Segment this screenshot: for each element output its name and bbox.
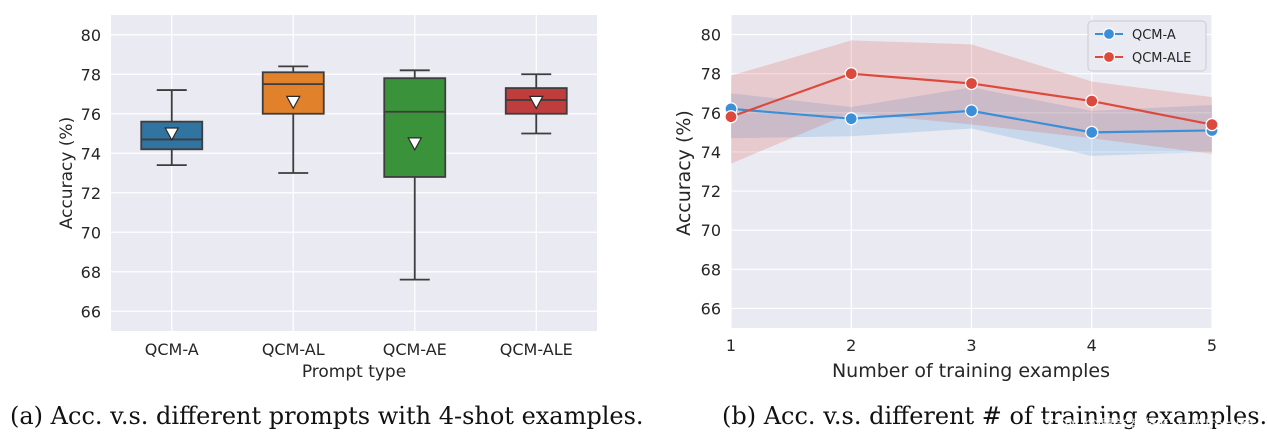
x-ticks-a: QCM-A QCM-AL QCM-AE QCM-ALE bbox=[145, 340, 573, 359]
x-tick-label: QCM-A bbox=[145, 340, 199, 359]
x-tick-label: 4 bbox=[1087, 336, 1097, 355]
legend-label-qcm-ale: QCM-ALE bbox=[1132, 51, 1191, 66]
mean-marker bbox=[528, 95, 544, 110]
x-tick-label: 5 bbox=[1207, 336, 1217, 355]
y-ticks-b: 66 68 70 72 74 76 78 80 bbox=[701, 26, 721, 319]
x-tick-label: 1 bbox=[726, 336, 736, 355]
caption-b: (b) Acc. v.s. different # of training ex… bbox=[722, 402, 1267, 430]
point-qcm-ale bbox=[844, 67, 858, 81]
point-qcm-a bbox=[1085, 125, 1099, 140]
series-lines-b bbox=[724, 67, 1219, 140]
legend-b: QCM-A QCM-ALE bbox=[1087, 20, 1207, 72]
mean-marker bbox=[407, 137, 423, 152]
y-tick-label: 76 bbox=[701, 104, 721, 123]
y-tick-label: 68 bbox=[701, 260, 721, 279]
x-axis-label-a: Prompt type bbox=[302, 362, 406, 382]
y-tick-label: 66 bbox=[81, 302, 101, 321]
boxes-a bbox=[140, 65, 568, 281]
box-qcm-al bbox=[261, 65, 325, 174]
y-ticks-a: 66 68 70 72 74 76 78 80 bbox=[81, 26, 101, 322]
y-tick-label: 74 bbox=[701, 143, 721, 162]
y-axis-label-a: Accuracy (%) bbox=[57, 117, 77, 229]
x-tick-label: QCM-ALE bbox=[500, 340, 573, 359]
point-qcm-ale bbox=[1085, 94, 1099, 108]
y-axis-label-b: Accuracy (%) bbox=[673, 110, 695, 236]
point-qcm-ale bbox=[1205, 117, 1219, 132]
y-tick-label: 72 bbox=[81, 184, 101, 203]
point-qcm-a bbox=[964, 104, 979, 118]
caption-a: (a) Acc. v.s. different prompts with 4-s… bbox=[10, 402, 644, 430]
legend-label-qcm-a: QCM-A bbox=[1132, 28, 1176, 43]
y-tick-label: 80 bbox=[81, 26, 101, 45]
x-tick-label: QCM-AL bbox=[262, 340, 325, 359]
x-tick-label: 3 bbox=[966, 336, 976, 355]
mean-marker bbox=[285, 95, 301, 110]
x-tick-label: 2 bbox=[846, 336, 856, 355]
legend-marker-qcm-a bbox=[1102, 27, 1116, 41]
box-qcm-a bbox=[140, 89, 204, 167]
y-tick-label: 68 bbox=[81, 263, 101, 282]
gridlines-a bbox=[111, 15, 597, 331]
y-tick-label: 78 bbox=[81, 65, 101, 84]
point-qcm-a bbox=[844, 112, 858, 126]
y-tick-label: 80 bbox=[701, 26, 721, 45]
panel-a: 66 68 70 72 74 76 78 80 QCM-A QCM-AL QCM-AE QCM-AL… bbox=[57, 15, 597, 382]
y-tick-label: 72 bbox=[701, 182, 721, 201]
x-ticks-b: 1 2 3 4 5 bbox=[726, 336, 1217, 355]
panel-b: 66 68 70 72 74 76 78 80 1 2 3 4 5 Accuracy (%) Numb… bbox=[673, 15, 1219, 382]
plot-area-a bbox=[111, 15, 597, 331]
legend-marker-qcm-ale bbox=[1102, 50, 1116, 64]
point-qcm-ale bbox=[964, 76, 979, 91]
y-tick-label: 70 bbox=[701, 221, 721, 240]
y-tick-label: 78 bbox=[701, 65, 721, 84]
box-qcm-ae bbox=[383, 69, 447, 281]
y-tick-label: 74 bbox=[81, 144, 101, 163]
box-iqr bbox=[383, 77, 447, 178]
y-tick-label: 66 bbox=[701, 299, 721, 318]
y-tick-label: 76 bbox=[81, 105, 101, 124]
x-tick-label: QCM-AE bbox=[383, 340, 447, 359]
mean-marker bbox=[164, 127, 180, 142]
watermark: CSDN @易学智能EasyAIforum bbox=[1037, 416, 1254, 434]
box-qcm-ale bbox=[504, 73, 568, 135]
point-qcm-ale bbox=[724, 110, 738, 124]
x-axis-label-b: Number of training examples bbox=[832, 360, 1110, 382]
y-tick-label: 70 bbox=[81, 223, 101, 242]
